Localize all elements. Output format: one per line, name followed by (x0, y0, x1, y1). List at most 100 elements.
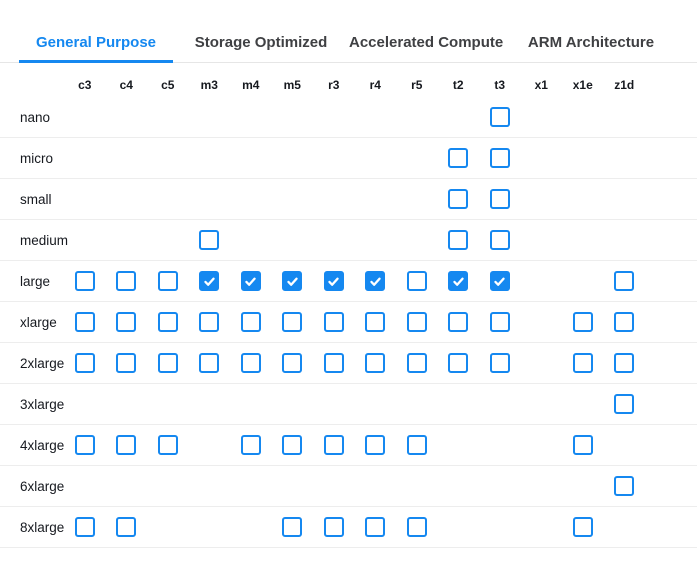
cell-4xlarge-x1 (521, 425, 563, 465)
checkbox-4xlarge-m4[interactable] (240, 435, 261, 455)
checkbox-8xlarge-r4[interactable] (365, 517, 386, 537)
checkbox-xlarge-m3[interactable] (199, 312, 220, 332)
checkbox-4xlarge-c5[interactable] (157, 435, 178, 455)
cell-2xlarge-m3 (189, 343, 231, 383)
checkbox-medium-t3[interactable] (489, 230, 510, 250)
checkbox-4xlarge-r5[interactable] (406, 435, 427, 455)
row-label: 4xlarge (20, 437, 65, 453)
checkbox-xlarge-x1e[interactable] (572, 312, 593, 332)
column-header-x1e: x1e (572, 78, 593, 92)
checkbox-micro-t2[interactable] (448, 148, 469, 168)
cell-large-m5 (272, 261, 314, 301)
checkbox-micro-t3[interactable] (489, 148, 510, 168)
checkbox-large-r5[interactable] (406, 271, 427, 291)
checkbox-2xlarge-x1e[interactable] (572, 353, 593, 373)
checkbox-xlarge-m4[interactable] (240, 312, 261, 332)
cell-micro-r5 (396, 138, 438, 178)
checkbox-4xlarge-c4[interactable] (116, 435, 137, 455)
checkbox-large-m4[interactable] (240, 271, 261, 291)
checkbox-large-t3[interactable] (489, 271, 510, 291)
checkbox-xlarge-r4[interactable] (365, 312, 386, 332)
checkbox-2xlarge-r3[interactable] (323, 353, 344, 373)
checkbox-large-z1d[interactable] (614, 271, 635, 291)
row-label: nano (20, 109, 51, 125)
checkbox-8xlarge-r3[interactable] (323, 517, 344, 537)
checkbox-2xlarge-m3[interactable] (199, 353, 220, 373)
checkbox-nano-t3[interactable] (489, 107, 510, 127)
checkbox-8xlarge-c3[interactable] (74, 517, 95, 537)
checkbox-xlarge-t3[interactable] (489, 312, 510, 332)
checkbox-2xlarge-c3[interactable] (74, 353, 95, 373)
row-label: medium (20, 232, 69, 248)
checkbox-6xlarge-z1d[interactable] (614, 476, 635, 496)
column-header-m3: m3 (200, 78, 218, 92)
checkbox-2xlarge-z1d[interactable] (614, 353, 635, 373)
checkbox-8xlarge-c4[interactable] (116, 517, 137, 537)
cell-2xlarge-c5 (147, 343, 189, 383)
cell-nano-r3 (313, 97, 355, 137)
checkbox-xlarge-r5[interactable] (406, 312, 427, 332)
checkbox-large-r4[interactable] (365, 271, 386, 291)
checkbox-large-c4[interactable] (116, 271, 137, 291)
checkbox-2xlarge-r4[interactable] (365, 353, 386, 373)
cell-medium-z1d (604, 220, 646, 260)
cell-xlarge-z1d (604, 302, 646, 342)
checkbox-medium-m3[interactable] (199, 230, 220, 250)
tab-general-purpose[interactable]: General Purpose (19, 24, 173, 63)
checkbox-4xlarge-r3[interactable] (323, 435, 344, 455)
row-label: small (20, 191, 52, 207)
checkbox-2xlarge-c5[interactable] (157, 353, 178, 373)
checkbox-8xlarge-r5[interactable] (406, 517, 427, 537)
checkbox-xlarge-r3[interactable] (323, 312, 344, 332)
checkbox-xlarge-m5[interactable] (282, 312, 303, 332)
tab-accelerated-compute[interactable]: Accelerated Compute (349, 34, 504, 51)
cell-8xlarge-z1d (604, 507, 646, 547)
checkbox-large-c3[interactable] (74, 271, 95, 291)
cell-2xlarge-x1 (521, 343, 563, 383)
checkbox-medium-t2[interactable] (448, 230, 469, 250)
cell-large-c3 (64, 261, 106, 301)
checkbox-2xlarge-t2[interactable] (448, 353, 469, 373)
checkbox-large-t2[interactable] (448, 271, 469, 291)
checkbox-4xlarge-r4[interactable] (365, 435, 386, 455)
cell-3xlarge-c3 (64, 384, 106, 424)
checkbox-2xlarge-m4[interactable] (240, 353, 261, 373)
checkbox-small-t3[interactable] (489, 189, 510, 209)
cell-3xlarge-c5 (147, 384, 189, 424)
checkbox-4xlarge-m5[interactable] (282, 435, 303, 455)
tab-storage-optimized[interactable]: Storage Optimized (194, 34, 328, 51)
checkbox-3xlarge-z1d[interactable] (614, 394, 635, 414)
row-label: micro (20, 150, 53, 166)
checkbox-large-r3[interactable] (323, 271, 344, 291)
cell-4xlarge-m4 (230, 425, 272, 465)
cell-micro-z1d (604, 138, 646, 178)
checkbox-large-c5[interactable] (157, 271, 178, 291)
checkbox-xlarge-z1d[interactable] (614, 312, 635, 332)
cell-large-t3 (479, 261, 521, 301)
cell-8xlarge-c4 (106, 507, 148, 547)
checkbox-2xlarge-r5[interactable] (406, 353, 427, 373)
checkbox-8xlarge-x1e[interactable] (572, 517, 593, 537)
matrix-row-6xlarge: 6xlarge (0, 466, 697, 507)
checkbox-2xlarge-c4[interactable] (116, 353, 137, 373)
checkbox-xlarge-c3[interactable] (74, 312, 95, 332)
cell-3xlarge-r5 (396, 384, 438, 424)
cell-8xlarge-t3 (479, 507, 521, 547)
checkbox-8xlarge-m5[interactable] (282, 517, 303, 537)
tab-arm-architecture[interactable]: ARM Architecture (527, 34, 655, 51)
cell-xlarge-c3 (64, 302, 106, 342)
checkbox-xlarge-c4[interactable] (116, 312, 137, 332)
checkbox-large-m3[interactable] (199, 271, 220, 291)
checkbox-xlarge-c5[interactable] (157, 312, 178, 332)
matrix-row-medium: medium (0, 220, 697, 261)
cell-large-m3 (189, 261, 231, 301)
cell-nano-t2 (438, 97, 480, 137)
checkbox-4xlarge-c3[interactable] (74, 435, 95, 455)
checkbox-xlarge-t2[interactable] (448, 312, 469, 332)
checkbox-large-m5[interactable] (282, 271, 303, 291)
checkbox-4xlarge-x1e[interactable] (572, 435, 593, 455)
checkbox-2xlarge-m5[interactable] (282, 353, 303, 373)
checkbox-2xlarge-t3[interactable] (489, 353, 510, 373)
checkbox-small-t2[interactable] (448, 189, 469, 209)
cell-2xlarge-t3 (479, 343, 521, 383)
